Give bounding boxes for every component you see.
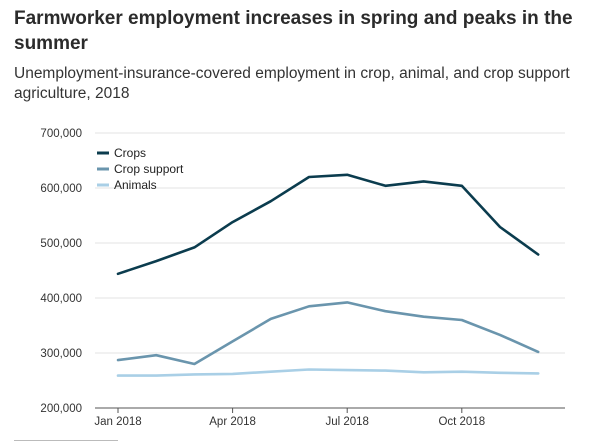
x-tick-label: Jul 2018 <box>325 416 368 428</box>
chart-title: Farmworker employment increases in sprin… <box>14 8 573 54</box>
series-line-animals <box>116 368 540 377</box>
y-tick-label: 200,000 <box>40 403 82 415</box>
series-lines <box>116 173 540 377</box>
x-tick-label: Apr 2018 <box>209 416 256 428</box>
gridlines <box>95 132 565 409</box>
y-tick-label: 500,000 <box>40 238 82 250</box>
y-axis: 200,000 300,000 400,000 500,000 600,000 700,0… <box>40 128 82 415</box>
legend-label-crop-support: Crop support <box>114 162 184 176</box>
y-tick-label: 400,000 <box>40 293 82 305</box>
chart-subtitle: Unemployment-insurance-covered employmen… <box>14 65 570 102</box>
y-tick-label: 600,000 <box>40 183 82 195</box>
x-tick-label: Oct 2018 <box>438 416 485 428</box>
y-tick-label: 300,000 <box>40 348 82 360</box>
x-axis: Jan 2018 Apr 2018 Jul 2018 Oct 2018 <box>94 408 485 428</box>
series-line-crops <box>116 173 540 276</box>
legend: Crops Crop support Animals <box>97 146 184 192</box>
footer-divider <box>14 440 118 441</box>
y-tick-label: 700,000 <box>40 128 82 140</box>
x-tick-label: Jan 2018 <box>94 416 141 428</box>
legend-label-crops: Crops <box>114 146 146 160</box>
series-line-crop-support <box>116 301 540 366</box>
legend-label-animals: Animals <box>114 178 157 192</box>
